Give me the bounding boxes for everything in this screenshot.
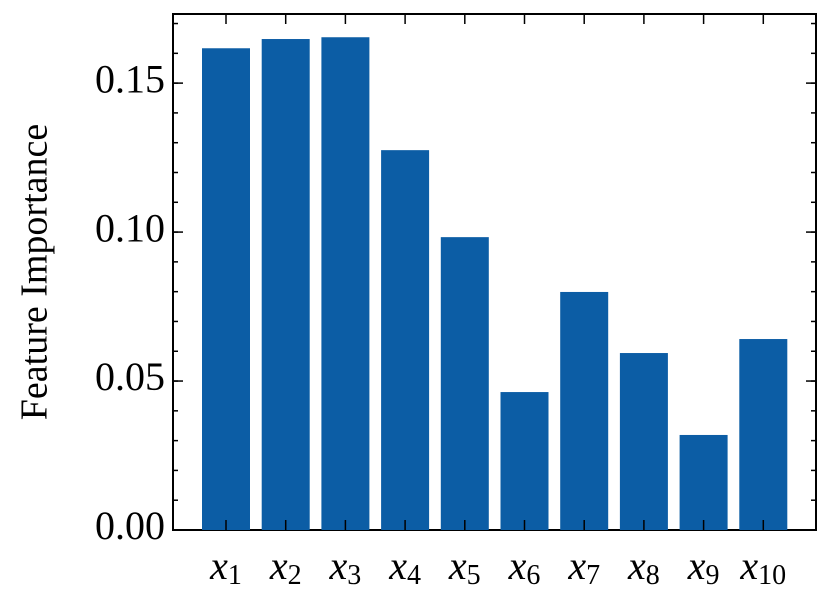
x-tick-label: x1 — [209, 543, 242, 591]
bar — [261, 39, 310, 531]
x-tick-label: x4 — [388, 543, 421, 591]
x-tick-label: x5 — [448, 543, 481, 591]
bar — [321, 37, 370, 530]
y-axis-label: Feature Importance — [14, 124, 56, 420]
bar — [619, 353, 668, 530]
y-tick-label: 0.15 — [95, 56, 165, 101]
bar — [679, 434, 728, 530]
y-tick-label: 0.00 — [95, 503, 165, 548]
bar — [440, 237, 489, 530]
x-tick-label: x7 — [567, 543, 600, 591]
bar — [381, 150, 430, 530]
x-tick-label: x8 — [627, 543, 660, 591]
bar — [560, 291, 609, 530]
x-tick-label: x2 — [269, 543, 302, 591]
y-tick-label: 0.10 — [95, 205, 165, 250]
x-tick-label: x6 — [508, 543, 541, 591]
x-tick-label: x9 — [687, 543, 720, 591]
y-tick-label: 0.05 — [95, 354, 165, 399]
bar — [739, 339, 788, 530]
x-tick-label: x3 — [329, 543, 362, 591]
bar — [500, 392, 549, 530]
bar — [202, 48, 250, 530]
x-tick-label: x10 — [739, 543, 786, 591]
plot-frame — [172, 13, 817, 531]
